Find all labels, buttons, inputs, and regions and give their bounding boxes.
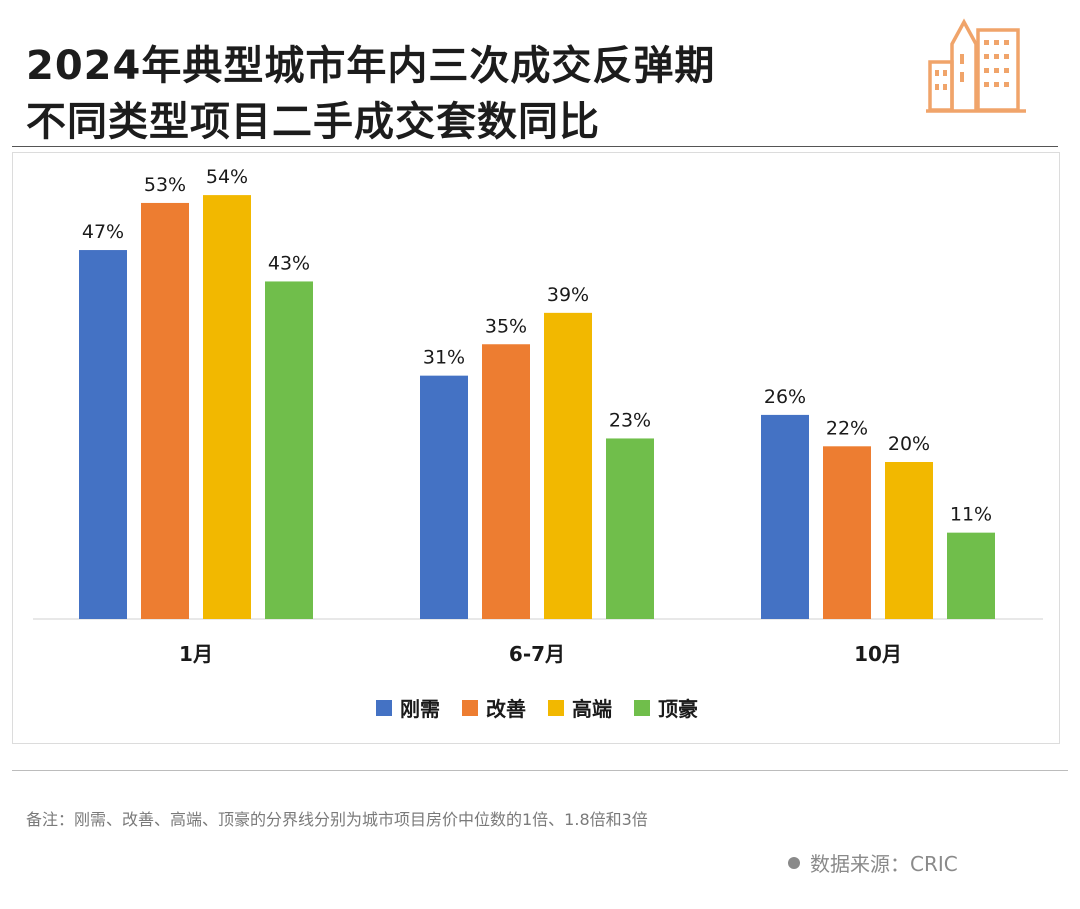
data-label: 54% xyxy=(206,166,248,188)
chart-title: 2024年典型城市年内三次成交反弹期 不同类型项目二手成交套数同比 xyxy=(26,38,886,150)
data-label: 35% xyxy=(485,315,527,337)
data-label: 43% xyxy=(268,252,310,274)
bar-高端-10月 xyxy=(885,462,933,619)
city-buildings-icon xyxy=(926,18,1026,113)
legend-swatch xyxy=(634,699,650,716)
bar-高端-1月 xyxy=(203,195,251,619)
legend-item: 顶豪 xyxy=(634,693,698,722)
chart-legend: 刚需 改善 高端 顶豪 xyxy=(13,693,1061,722)
bar-chart: 47% 53% 54% 43% 1月 31% 35% 39% 23% 6-7月 26% 22% 20% 1… xyxy=(33,166,1043,666)
footer-divider xyxy=(12,770,1068,771)
data-label: 31% xyxy=(423,347,465,369)
legend-label: 刚需 xyxy=(400,697,440,721)
legend-item: 高端 xyxy=(548,693,612,722)
x-tick-label: 1月 xyxy=(179,642,213,666)
legend-swatch xyxy=(462,699,478,716)
footnote: 备注：刚需、改善、高端、顶豪的分界线分别为城市项目房价中位数的1倍、1.8倍和3… xyxy=(26,810,648,829)
data-label: 22% xyxy=(826,417,868,439)
bar-改善-6-7月 xyxy=(482,344,530,619)
x-tick-label: 10月 xyxy=(854,642,902,666)
bar-刚需-10月 xyxy=(761,414,809,619)
bullet-dot-icon xyxy=(788,856,800,869)
legend-item: 刚需 xyxy=(376,693,440,722)
chart-title-line-1: 2024年典型城市年内三次成交反弹期 xyxy=(26,43,716,89)
legend-swatch xyxy=(548,699,564,716)
source-label: 数据来源：CRIC xyxy=(810,852,958,876)
x-tick-label: 6-7月 xyxy=(509,642,565,666)
bar-高端-6-7月 xyxy=(544,312,592,619)
bar-刚需-1月 xyxy=(79,250,127,620)
title-divider xyxy=(12,146,1058,147)
legend-label: 改善 xyxy=(486,697,526,721)
data-label: 26% xyxy=(764,386,806,408)
data-label: 20% xyxy=(888,433,930,455)
legend-swatch xyxy=(376,699,392,716)
bar-刚需-6-7月 xyxy=(420,375,468,619)
legend-item: 改善 xyxy=(462,693,526,722)
data-label: 39% xyxy=(547,284,589,306)
bar-顶豪-1月 xyxy=(265,281,313,619)
bar-改善-10月 xyxy=(823,446,871,619)
data-source: 数据来源：CRIC xyxy=(788,848,958,877)
bar-顶豪-10月 xyxy=(947,532,995,619)
legend-label: 顶豪 xyxy=(658,697,698,721)
data-label: 23% xyxy=(609,409,651,431)
data-label: 53% xyxy=(144,174,186,196)
bar-改善-1月 xyxy=(141,202,189,619)
data-label: 47% xyxy=(82,221,124,243)
chart-area: 47% 53% 54% 43% 1月 31% 35% 39% 23% 6-7月 26% 22% 20% 1… xyxy=(12,152,1060,744)
legend-label: 高端 xyxy=(572,697,612,721)
data-label: 11% xyxy=(950,504,992,526)
bar-顶豪-6-7月 xyxy=(606,438,654,619)
chart-title-line-2: 不同类型项目二手成交套数同比 xyxy=(26,99,600,145)
